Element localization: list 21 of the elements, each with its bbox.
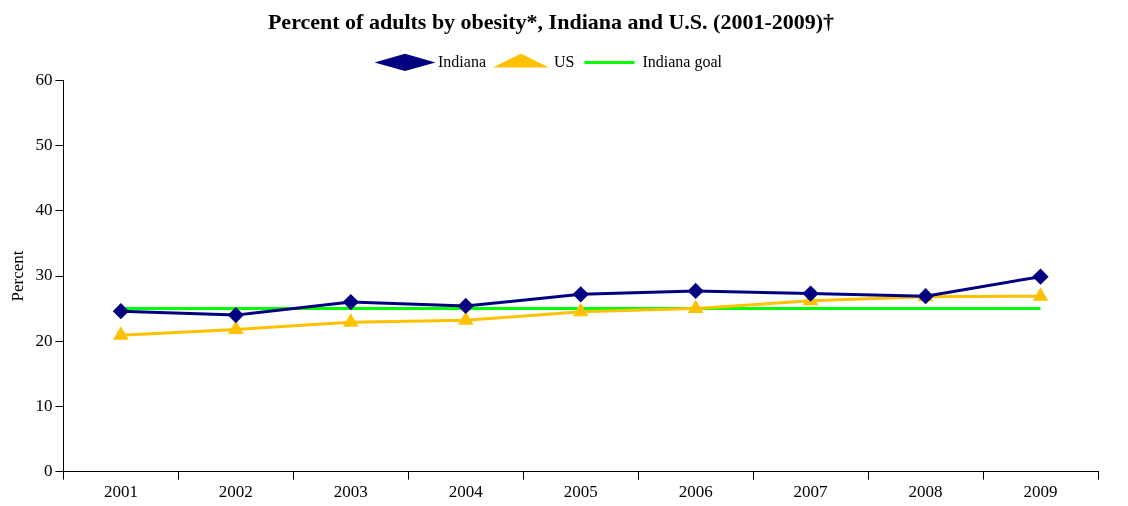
x-tick-label: 2004: [448, 482, 484, 502]
y-tick-label: 30: [35, 265, 53, 285]
legend-label: US: [554, 52, 575, 70]
y-tick-label: 20: [35, 330, 53, 350]
y-axis-title: Percent: [7, 250, 27, 302]
x-tick-label: 2008: [908, 482, 943, 502]
x-tick-label: 2009: [1023, 482, 1058, 502]
y-tick-label: 10: [35, 395, 53, 415]
chart-title: Percent of adults by obesity*, Indiana and U.S. (2001-2009)†: [267, 8, 835, 34]
x-tick-label: 2005: [563, 482, 598, 502]
legend-label: Indiana: [438, 52, 487, 70]
x-tick-label: 2006: [678, 482, 713, 502]
x-tick-label: 2002: [218, 482, 253, 502]
x-tick-label: 2007: [793, 482, 829, 502]
legend-label: Indiana goal: [642, 52, 723, 71]
y-tick-label: 0: [43, 461, 53, 481]
x-tick-label: 2003: [333, 482, 368, 502]
y-tick-label: 50: [35, 135, 53, 155]
y-tick-label: 60: [35, 69, 53, 89]
x-tick-label: 2001: [103, 482, 138, 502]
y-tick-label: 40: [35, 200, 53, 220]
